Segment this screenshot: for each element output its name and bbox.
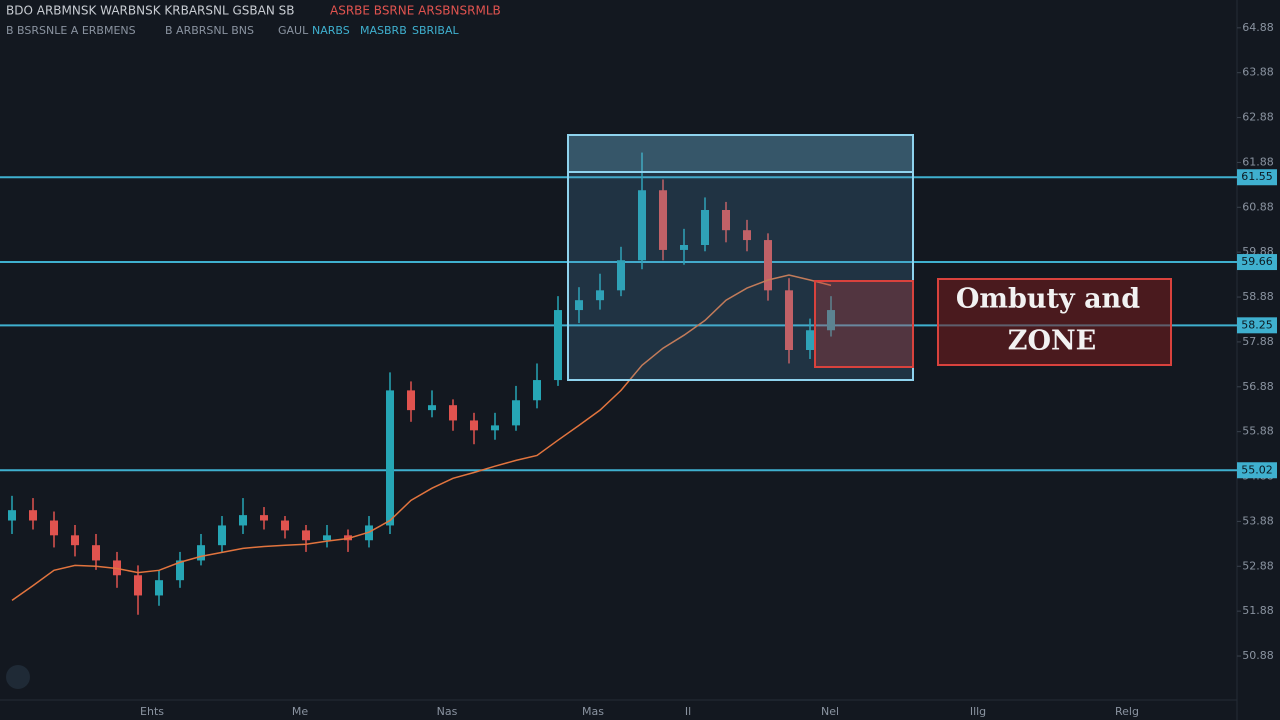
candle-body — [176, 560, 184, 581]
x-tick-label: Relg — [1115, 705, 1139, 718]
y-tick-label: 56.88 — [1242, 380, 1274, 393]
subheader: NARBS — [312, 24, 350, 37]
annotation-box — [937, 278, 1172, 366]
subheader: B BSRSNLE A ERBMENS — [6, 24, 136, 37]
y-tick-label: 64.88 — [1242, 21, 1274, 34]
candle-body — [680, 245, 688, 250]
candle-body — [785, 290, 793, 350]
candle-body — [428, 405, 436, 411]
candle-body — [155, 580, 163, 596]
level-label: 61.55 — [1241, 170, 1273, 183]
candle-body — [407, 390, 415, 411]
level-label: 59.66 — [1241, 255, 1273, 268]
subheader: B ARBRSNL BNS — [165, 24, 254, 37]
candle-body — [218, 525, 226, 546]
subheader: GAUL — [278, 24, 309, 37]
candle-body — [659, 190, 667, 250]
candle-body — [575, 300, 583, 311]
candle-body — [722, 210, 730, 231]
candle-body — [638, 190, 646, 261]
plot: 64.8863.8862.8861.8860.8859.8858.8857.88… — [0, 21, 1277, 718]
candle-body — [764, 240, 772, 291]
level-label: 58.25 — [1241, 318, 1273, 331]
candle-body — [302, 530, 310, 541]
y-tick-label: 58.88 — [1242, 290, 1274, 303]
candle-body — [827, 310, 835, 331]
candle-body — [554, 310, 562, 381]
candle-body — [71, 535, 79, 546]
candle-body — [197, 545, 205, 561]
candle-body — [617, 260, 625, 291]
y-tick-label: 62.88 — [1242, 111, 1274, 124]
level-tag — [1237, 317, 1277, 334]
candle-body — [701, 210, 709, 245]
candle-body — [239, 515, 247, 526]
level-label: 55.02 — [1241, 463, 1273, 476]
x-tick-label: Il — [685, 705, 691, 718]
annotation: ZONE — [1008, 326, 1097, 357]
candle-body — [596, 290, 604, 301]
subheader: MASBRB — [360, 24, 407, 37]
level-tag — [1237, 169, 1277, 186]
candle-body — [50, 520, 58, 536]
y-tick-label: 60.88 — [1242, 200, 1274, 213]
candle-body — [512, 400, 520, 426]
x-tick-label: Illg — [970, 705, 986, 718]
y-tick-label: 52.88 — [1242, 559, 1274, 572]
candle-body — [491, 425, 499, 431]
candle-body — [449, 405, 457, 421]
y-tick-label: 61.88 — [1242, 155, 1274, 168]
candle-body — [533, 380, 541, 401]
x-tick-label: Ehts — [140, 705, 164, 718]
subheader: SBRIBAL — [412, 24, 459, 37]
level-tag — [1237, 462, 1277, 479]
annotation: Ombuty and — [956, 284, 1140, 315]
x-tick-label: Me — [292, 705, 308, 718]
x-tick-label: Nas — [437, 705, 458, 718]
range-box-top — [567, 134, 914, 173]
settings-button[interactable] — [6, 665, 30, 689]
candle-body — [260, 515, 268, 521]
candle-body — [281, 520, 289, 531]
y-tick-label: 55.88 — [1242, 425, 1274, 438]
candle-body — [743, 230, 751, 241]
level-tag — [1237, 254, 1277, 271]
y-tick-label: 53.88 — [1242, 514, 1274, 527]
header-line: ASRBE BSRNE ARSBNSRMLB — [330, 4, 501, 18]
moving-average — [11, 274, 832, 601]
candle-body — [386, 390, 394, 526]
candle-body — [806, 330, 814, 350]
zone-box — [814, 280, 914, 368]
candle-body — [8, 510, 16, 521]
y-tick-label: 51.88 — [1242, 604, 1274, 617]
y-tick-label: 63.88 — [1242, 66, 1274, 79]
y-tick-label: 57.88 — [1242, 335, 1274, 348]
x-tick-label: Mas — [582, 705, 604, 718]
header-line: BDO ARBMNSK WARBNSK KRBARSNL GSBAN SB — [6, 4, 295, 18]
candle-body — [29, 510, 37, 521]
candle-body — [134, 575, 142, 596]
y-tick-label: 50.88 — [1242, 649, 1274, 662]
candle-body — [470, 420, 478, 431]
candle-body — [323, 535, 331, 541]
candle-body — [92, 545, 100, 561]
x-tick-label: Nel — [821, 705, 839, 718]
